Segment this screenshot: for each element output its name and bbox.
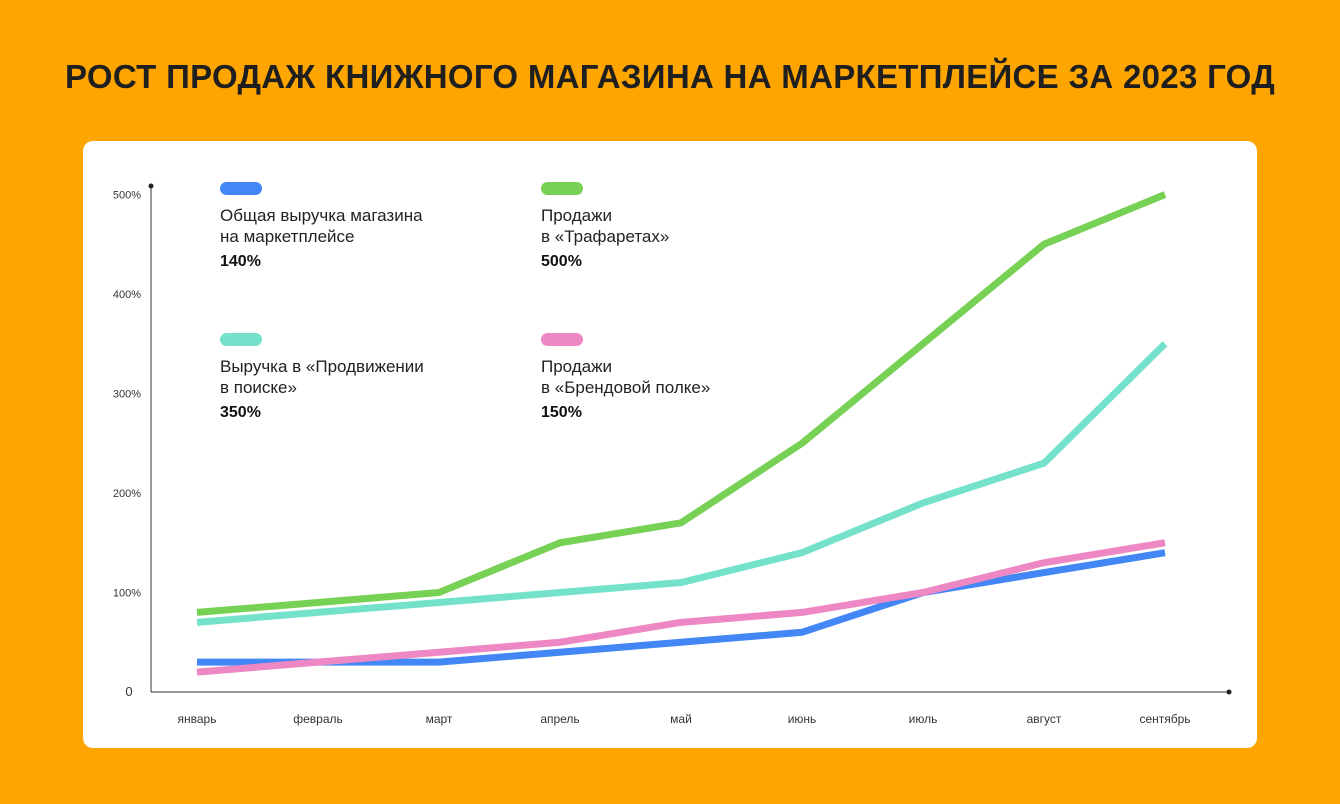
series-line-3: [196, 539, 1166, 676]
legend-label: Общая выручка магазина на маркетплейсе: [220, 206, 423, 246]
legend-swatch-stencils: [541, 182, 583, 195]
y-tick-label: 100%: [113, 588, 141, 600]
x-tick-label: август: [1027, 712, 1062, 726]
x-tick-label: июль: [909, 712, 938, 726]
x-tick-label: февраль: [293, 712, 343, 726]
legend-value: 150%: [541, 404, 582, 421]
legend-swatch-search-promotion: [220, 333, 262, 346]
series-line-2: [196, 341, 1168, 626]
legend-label: Продажи в «Трафаретах»: [541, 206, 670, 246]
x-tick-label: январь: [178, 712, 217, 726]
legend-item-stencils: Продажи в «Трафаретах» 500%: [541, 182, 841, 271]
x-tick-label: март: [426, 712, 453, 726]
chart-card: 0 100% 200% 300% 400% 500% январь февраль март ап…: [83, 141, 1257, 748]
legend-swatch-brand-shelf: [541, 333, 583, 346]
x-tick-label: июнь: [788, 712, 817, 726]
legend-label: Выручка в «Продвижении в поиске»: [220, 357, 424, 397]
y-tick-label: 0: [125, 684, 132, 699]
y-tick-label: 500%: [113, 190, 141, 202]
legend-value: 500%: [541, 253, 582, 270]
legend-value: 350%: [220, 404, 261, 421]
legend-value: 140%: [220, 253, 261, 270]
y-axis-end-dot: [148, 183, 154, 189]
x-tick-label: сентябрь: [1139, 712, 1190, 726]
legend-item-brand-shelf: Продажи в «Брендовой полке» 150%: [541, 333, 841, 422]
x-tick-label: апрель: [540, 712, 579, 726]
y-tick-label: 300%: [113, 389, 141, 401]
y-tick-label: 400%: [113, 289, 141, 301]
series-line-4: [196, 191, 1167, 616]
legend-swatch-total-revenue: [220, 182, 262, 195]
line-chart: 0 100% 200% 300% 400% 500% январь февраль март ап…: [113, 183, 1232, 726]
page-title: РОСТ ПРОДАЖ КНИЖНОГО МАГАЗИНА НА МАРКЕТП…: [64, 58, 1276, 95]
legend-item-total-revenue: Общая выручка магазина на маркетплейсе 1…: [220, 182, 520, 271]
x-tick-label: май: [670, 712, 692, 726]
legend-item-search-promotion: Выручка в «Продвижении в поиске» 350%: [220, 333, 520, 422]
x-axis-end-dot: [1226, 689, 1232, 695]
y-tick-label: 200%: [113, 488, 141, 500]
legend-label: Продажи в «Брендовой полке»: [541, 357, 711, 397]
